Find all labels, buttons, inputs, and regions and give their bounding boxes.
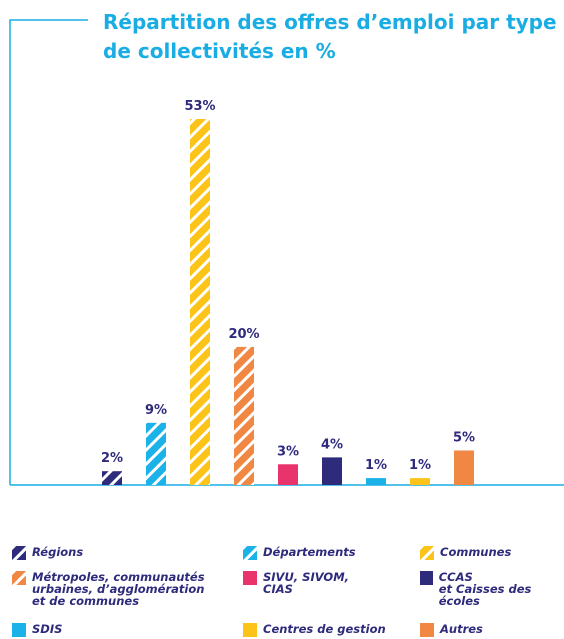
value-label: 1%	[409, 458, 431, 473]
legend-swatch	[243, 623, 257, 637]
legend-label: Autres	[440, 622, 483, 636]
bar	[102, 471, 122, 485]
legend-label: SIVU, SIVOM, CIAS	[263, 570, 350, 596]
bar	[278, 464, 298, 485]
value-label: 3%	[277, 444, 299, 459]
legend-label: Métropoles, communautés urbaines, d’aggl…	[32, 570, 205, 608]
bar	[146, 422, 166, 485]
legend-swatch	[420, 546, 434, 560]
legend-label: Départements	[263, 545, 356, 559]
legend-label: Communes	[440, 545, 512, 559]
legend-item: Communes	[420, 546, 511, 560]
legend-item: CCAS et Caisses des écoles	[420, 571, 564, 607]
legend-swatch	[12, 571, 26, 585]
value-label: 4%	[321, 437, 343, 452]
legend-item: Autres	[420, 623, 483, 637]
legend-item: SIVU, SIVOM, CIAS	[243, 571, 349, 595]
value-label: 5%	[453, 430, 475, 445]
bar	[366, 478, 386, 485]
legend-label: CCAS et Caisses des écoles	[438, 570, 532, 608]
bar	[322, 457, 342, 485]
legend-item: Centres de gestion	[243, 623, 386, 637]
frame	[9, 19, 88, 485]
legend-label: Centres de gestion	[263, 622, 386, 636]
legend-item: Métropoles, communautés urbaines, d’aggl…	[12, 571, 205, 607]
legend-swatch	[12, 623, 26, 637]
chart-title: Répartition des offres d’emploi par type…	[103, 10, 557, 63]
legend-label: Régions	[32, 545, 84, 559]
legend-item: Départements	[243, 546, 356, 560]
legend-item: SDIS	[12, 623, 62, 637]
legend-swatch	[12, 546, 26, 560]
bar	[410, 478, 430, 485]
value-label: 53%	[184, 99, 215, 114]
legend-item: Régions	[12, 546, 83, 560]
legend-swatch	[420, 571, 433, 585]
value-label: 1%	[365, 458, 387, 473]
value-label: 2%	[101, 451, 123, 466]
value-label: 20%	[228, 327, 259, 342]
bar	[454, 450, 474, 485]
legend-swatch	[420, 623, 434, 637]
legend-swatch	[243, 546, 257, 560]
bar	[234, 346, 254, 485]
legend-label: SDIS	[32, 622, 63, 636]
legend-swatch	[243, 571, 257, 585]
bar	[190, 119, 210, 485]
value-label: 9%	[145, 403, 167, 418]
